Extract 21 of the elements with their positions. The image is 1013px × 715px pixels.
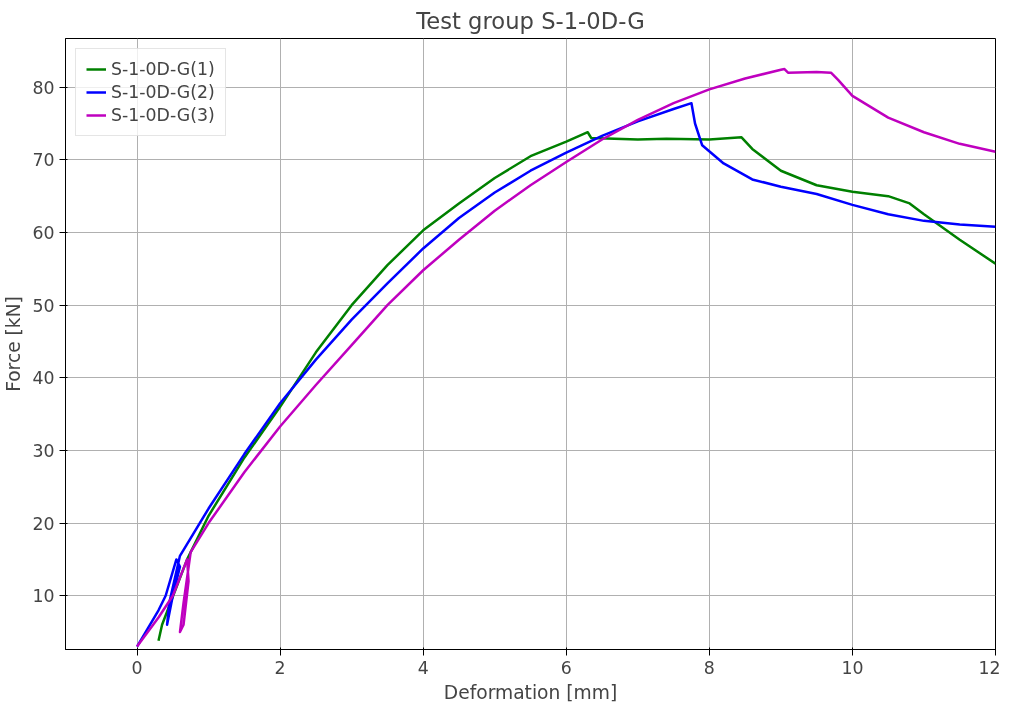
y-tick-label: 40	[32, 368, 55, 389]
x-tick-label: 10	[841, 657, 864, 678]
chart-title: Test group S-1-0D-G	[415, 7, 645, 34]
legend-label: S-1-0D-G(3)	[111, 105, 215, 125]
x-tick-label: 2	[274, 657, 286, 678]
y-tick-label: 60	[32, 222, 55, 243]
x-axis-title: Deformation [mm]	[443, 681, 618, 703]
legend-label: S-1-0D-G(2)	[111, 82, 215, 102]
x-tick-label: 6	[560, 657, 572, 678]
x-tick-label: 12	[978, 657, 1001, 678]
y-tick-label: 20	[32, 513, 55, 534]
y-tick-label: 80	[32, 77, 55, 98]
y-tick-label: 70	[32, 150, 55, 171]
legend-label: S-1-0D-G(1)	[111, 59, 215, 79]
x-tick-label: 4	[417, 657, 429, 678]
x-tick-label: 0	[131, 657, 143, 678]
y-tick-label: 50	[32, 295, 55, 316]
y-tick-label: 10	[32, 586, 55, 607]
y-tick-label: 30	[32, 440, 55, 461]
x-tick-label: 8	[703, 657, 715, 678]
y-axis-title: Force [kN]	[3, 296, 25, 392]
